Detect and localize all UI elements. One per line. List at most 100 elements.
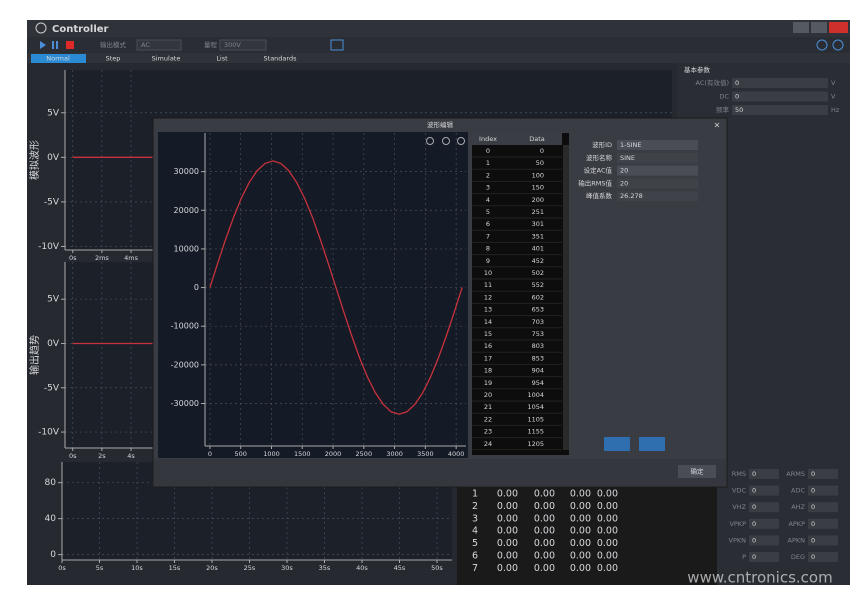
y-tick-label: -10000 xyxy=(171,322,199,331)
measure-label: APKP xyxy=(788,520,805,528)
param-unit: Hz xyxy=(831,106,840,114)
log-cell: 0.00 xyxy=(534,538,555,549)
x-tick-label: 4ms xyxy=(124,254,138,262)
x-tick-label: 500 xyxy=(234,450,246,458)
form-input[interactable] xyxy=(617,165,698,176)
table-cell: 5 xyxy=(486,208,490,216)
table-cell: 351 xyxy=(532,232,544,240)
table-cell: 452 xyxy=(532,257,544,265)
log-cell: 5 xyxy=(472,538,478,549)
ok-button[interactable] xyxy=(678,465,716,478)
measure-box xyxy=(749,485,779,496)
y-axis-label: 输出趋势 xyxy=(28,335,41,375)
log-cell: 0.00 xyxy=(597,489,618,500)
log-cell: 0.00 xyxy=(597,513,618,524)
table-cell: 15 xyxy=(484,330,492,338)
x-tick-label: 2500 xyxy=(356,450,373,458)
x-tick-label: 0s xyxy=(58,564,66,572)
info-icon[interactable] xyxy=(832,39,844,51)
y-tick-label: 0 xyxy=(50,550,56,560)
table-cell: 753 xyxy=(532,330,544,338)
watermark: www.cntronics.com xyxy=(687,569,832,587)
y-tick-label: -10V xyxy=(38,242,60,252)
chart-tool-icon[interactable] xyxy=(457,137,465,145)
table-cell: 602 xyxy=(532,293,544,301)
measure-value: 0 xyxy=(811,520,815,528)
maximize-button[interactable] xyxy=(811,22,827,33)
log-cell: 0.00 xyxy=(497,513,518,524)
scrollbar xyxy=(563,145,569,450)
pause-button[interactable] xyxy=(52,41,54,49)
minimize-button[interactable] xyxy=(793,22,809,33)
log-cell: 6 xyxy=(472,551,478,562)
chart-tool-icon[interactable] xyxy=(426,137,434,145)
table-cell: 16 xyxy=(484,342,492,350)
mode-select[interactable] xyxy=(136,39,182,51)
table-cell: 19 xyxy=(484,379,492,387)
dialog-close[interactable]: × xyxy=(714,121,721,130)
measure-box xyxy=(749,469,779,479)
param-value: 0 xyxy=(735,79,739,87)
table-cell: 301 xyxy=(532,220,544,228)
app-title: Controller xyxy=(52,24,109,35)
table-cell: 6 xyxy=(486,220,490,228)
pause-button[interactable] xyxy=(56,41,58,49)
form-value: 20 xyxy=(620,167,628,175)
log-cell: 0.00 xyxy=(497,526,518,537)
table-cell: 9 xyxy=(486,257,490,265)
param-input[interactable] xyxy=(732,78,828,88)
upload-button[interactable] xyxy=(604,437,630,451)
table-cell: 904 xyxy=(532,367,544,375)
table-cell: 12 xyxy=(484,293,492,301)
plot-area xyxy=(205,133,466,446)
table-cell: 8 xyxy=(486,245,490,253)
table-cell: 0 xyxy=(540,147,544,155)
table-cell: 23 xyxy=(484,428,492,436)
form-input[interactable] xyxy=(617,140,698,150)
play-button[interactable] xyxy=(40,41,46,49)
param-title: 基本参数 xyxy=(684,65,711,74)
table-cell: 803 xyxy=(532,342,544,350)
form-value: 20 xyxy=(620,179,628,187)
tab-bar xyxy=(27,53,850,63)
table-header xyxy=(472,133,562,145)
x-tick-label: 10s xyxy=(131,564,143,572)
x-tick-label: 3000 xyxy=(386,450,403,458)
table-cell: 1004 xyxy=(527,391,544,399)
log-cell: 1 xyxy=(472,489,478,500)
table-cell: 552 xyxy=(532,281,544,289)
table-cell: 401 xyxy=(532,245,544,253)
measure-label: ARMS xyxy=(786,470,805,478)
range-select[interactable] xyxy=(219,39,267,51)
dialog-title: 波形编辑 xyxy=(427,120,454,129)
log-cell: 0.00 xyxy=(570,513,591,524)
tab-active[interactable] xyxy=(31,54,86,63)
measure-label: VPKN xyxy=(729,536,747,544)
table-cell: 24 xyxy=(484,440,492,448)
title-bar xyxy=(27,20,850,37)
table-cell: 502 xyxy=(532,269,544,277)
chart-tool-icon[interactable] xyxy=(442,137,450,145)
y-tick-label: 5V xyxy=(47,108,60,118)
ok-label: 确定 xyxy=(691,467,705,476)
mode-value: AC xyxy=(141,41,150,49)
download-button[interactable] xyxy=(639,437,665,451)
measure-value: 0 xyxy=(811,503,815,511)
table-cell: 7 xyxy=(486,232,490,240)
log-cell: 0.00 xyxy=(570,563,591,574)
toolbar-icon[interactable] xyxy=(330,39,344,51)
y-tick-label: 5V xyxy=(47,295,60,305)
y-tick-label: -5V xyxy=(44,383,60,393)
help-icon[interactable] xyxy=(816,39,828,51)
log-cell: 0.00 xyxy=(570,526,591,537)
table-cell: 13 xyxy=(484,306,492,314)
stop-button[interactable] xyxy=(66,41,74,49)
table-cell: 1205 xyxy=(527,440,544,448)
measure-box xyxy=(808,518,838,529)
y-tick-label: 0 xyxy=(194,283,199,292)
table-cell: 4 xyxy=(486,196,490,204)
param-input[interactable] xyxy=(732,91,828,102)
param-input[interactable] xyxy=(732,105,828,115)
close-button[interactable] xyxy=(829,22,848,33)
